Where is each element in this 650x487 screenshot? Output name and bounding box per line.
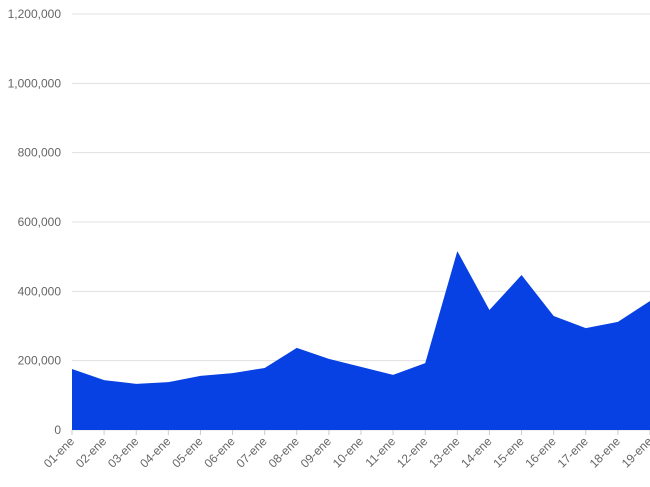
area [72, 251, 650, 430]
x-tick-label: 05-ene [169, 434, 206, 471]
x-tick-label: 06-ene [201, 434, 238, 471]
x-tick-label: 10-ene [330, 434, 367, 471]
y-tick-label: 1,200,000 [8, 7, 62, 21]
x-tick-label: 04-ene [137, 434, 174, 471]
x-tick-label: 11-ene [363, 434, 399, 470]
x-tick-label: 13-ene [426, 434, 463, 471]
x-tick-label: 02-ene [73, 434, 110, 471]
x-tick-label: 08-ene [266, 434, 303, 471]
x-tick-label: 16-ene [522, 434, 559, 471]
y-tick-label: 800,000 [18, 146, 62, 160]
x-tick-label: 01-ene [41, 434, 78, 471]
x-tick-label: 09-ene [298, 434, 335, 471]
x-tick-label: 15-ene [490, 434, 527, 471]
x-tick-label: 07-ene [233, 434, 270, 471]
y-tick-label: 600,000 [18, 215, 62, 229]
y-tick-label: 200,000 [18, 354, 62, 368]
x-tick-label: 03-ene [105, 434, 142, 471]
y-tick-label: 0 [54, 423, 61, 437]
x-tick-label: 14-ene [458, 434, 495, 471]
x-tick-label: 18-ene [587, 434, 624, 471]
y-tick-label: 400,000 [18, 284, 62, 298]
x-tick-label: 19-ene [619, 434, 650, 471]
x-tick-label: 12-ene [394, 434, 431, 471]
x-tick-label: 17-ene [555, 434, 592, 471]
y-tick-label: 1,000,000 [8, 76, 62, 90]
